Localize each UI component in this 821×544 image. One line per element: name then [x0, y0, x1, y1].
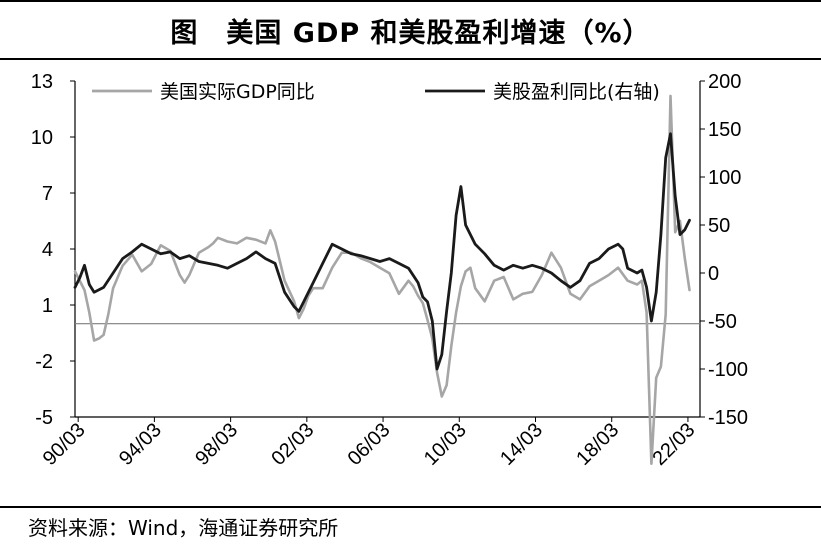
- right-tick-label: 0: [708, 263, 719, 285]
- x-tick-label: 94/03: [115, 419, 166, 470]
- left-tick-label: 10: [31, 127, 53, 149]
- left-tick-label: 13: [31, 71, 53, 93]
- legend-earnings-label: 美股盈利同比(右轴): [493, 81, 660, 103]
- source-note: 资料来源：Wind，海通证券研究所: [28, 515, 339, 540]
- left-tick-label: 1: [42, 295, 53, 317]
- x-tick-label: 10/03: [420, 419, 471, 470]
- chart-title-bar: 图 美国 GDP 和美股盈利增速（%）: [0, 0, 821, 60]
- gdp-series-line: [73, 94, 691, 465]
- source-bar: 资料来源：Wind，海通证券研究所: [0, 506, 821, 544]
- earnings-series-line: [73, 132, 691, 371]
- left-tick-label: 7: [42, 183, 53, 205]
- x-tick-label: 18/03: [572, 419, 623, 470]
- x-tick-label: 98/03: [191, 419, 242, 470]
- right-tick-label: 150: [708, 119, 741, 141]
- legend: 美国实际GDP同比 美股盈利同比(右轴): [92, 81, 660, 103]
- right-tick-label: 200: [708, 71, 741, 93]
- right-tick-label: -50: [708, 311, 737, 333]
- right-tick-label: -150: [708, 407, 748, 429]
- left-tick-label: -5: [35, 407, 53, 429]
- chart-title: 图 美国 GDP 和美股盈利增速（%）: [170, 17, 651, 49]
- x-tick-label: 06/03: [344, 419, 395, 470]
- x-tick-label: 14/03: [496, 419, 547, 470]
- left-tick-label: 4: [42, 239, 53, 261]
- right-tick-label: 50: [708, 215, 730, 237]
- right-tick-label: 100: [708, 167, 741, 189]
- left-tick-label: -2: [35, 351, 53, 373]
- legend-gdp-label: 美国实际GDP同比: [160, 81, 315, 103]
- x-tick-label: 22/03: [649, 419, 700, 470]
- right-tick-label: -100: [708, 359, 748, 381]
- x-tick-label: 02/03: [267, 419, 318, 470]
